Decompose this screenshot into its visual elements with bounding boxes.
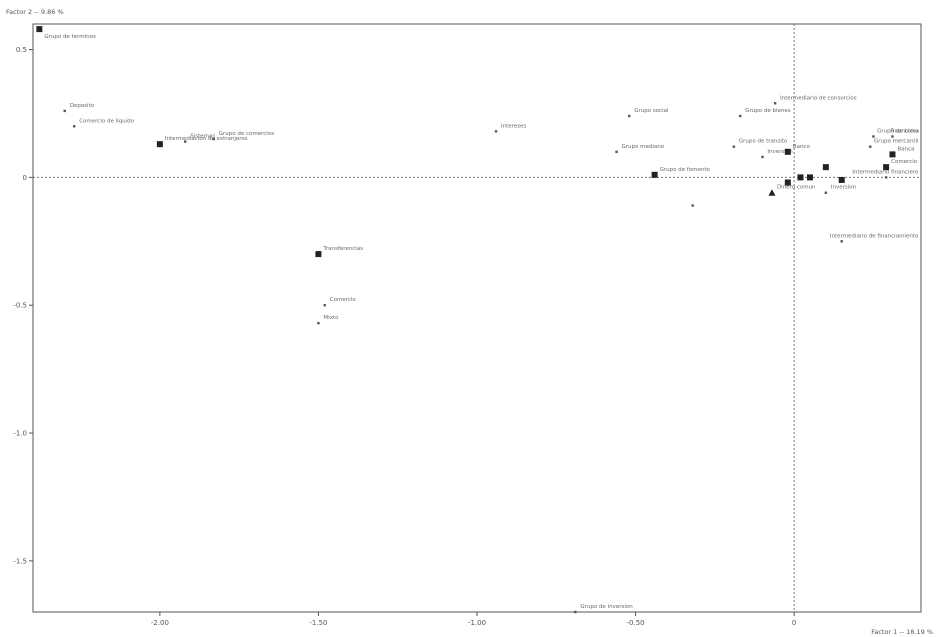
scatter-point	[63, 109, 66, 113]
point-label: Grupo social	[634, 108, 669, 114]
scatter-point	[824, 191, 828, 194]
point-label: Grupo mediano	[622, 144, 665, 150]
point-label: Deposito	[70, 103, 95, 109]
scatter-point	[184, 140, 187, 143]
point-label: Grupo mercantil	[874, 139, 919, 145]
scatter-point	[784, 148, 791, 155]
scatter-point	[883, 164, 890, 171]
scatter-point	[872, 135, 875, 138]
scatter-point	[36, 26, 43, 33]
point-label: Comercio de liquido	[79, 118, 134, 124]
point-label: Grupo de fomento	[660, 167, 711, 173]
point-label: Grupo de inversion	[580, 604, 633, 610]
point-label: Banco	[793, 144, 811, 150]
scatter-point	[889, 151, 896, 158]
y-tick-label: 0	[23, 174, 27, 182]
point-label: Intermediario de financiamiento	[830, 233, 919, 239]
scatter-point	[315, 251, 322, 258]
y-axis-label: Factor 2 -- 9.86 %	[6, 8, 64, 16]
point-label: Dinero comun	[777, 185, 816, 191]
scatter-point	[884, 176, 888, 179]
x-axis-label: Factor 1 -- 18.19 %	[871, 628, 933, 636]
scatter-point	[768, 189, 776, 196]
point-label: Grupo de comercios	[219, 131, 274, 137]
point-label: Comercio	[330, 297, 357, 303]
point-label: Intermediario financiero	[852, 169, 919, 175]
scatter-point	[615, 150, 618, 154]
x-tick-label: -0.50	[627, 619, 645, 627]
scatter-point	[822, 164, 829, 171]
point-label: Grupo de bienes	[745, 108, 791, 114]
scatter-point	[891, 135, 894, 138]
scatter-point	[732, 145, 736, 148]
scatter-point	[797, 174, 804, 181]
scatter-point	[840, 240, 843, 243]
point-label: Grupo de bolsa	[877, 128, 919, 134]
scatter-point	[212, 137, 215, 141]
axis-ticks: -2.00 -1.50 -1.00 -0.50 0 0.5 0 -0.5 -1.0 -1.5	[13, 46, 796, 627]
scatter-point	[869, 145, 872, 148]
y-tick-label: -1.5	[13, 557, 27, 565]
scatter-point	[691, 204, 694, 207]
scatter-point	[651, 171, 658, 178]
point-label: Inversion	[767, 149, 793, 155]
scatter-point	[317, 321, 320, 325]
point-label: Intermediario de consorcios	[780, 95, 857, 101]
scatter-point	[739, 114, 742, 118]
point-label: Intermediacion de extranjeros	[165, 136, 248, 142]
scatter-point	[323, 304, 326, 307]
point-label: Grupo de transito	[739, 139, 788, 145]
point-label: Sistemas	[190, 134, 215, 140]
point-label: Transferencias	[322, 246, 363, 252]
scatter-point	[784, 179, 791, 186]
scatter-point	[156, 141, 163, 148]
scatter-point	[773, 102, 777, 105]
x-tick-label: 0	[792, 619, 796, 627]
scatter-point	[494, 130, 498, 133]
scatter-point	[574, 610, 577, 614]
x-tick-label: -1.50	[309, 619, 327, 627]
x-tick-label: -2.00	[151, 619, 169, 627]
x-tick-label: -1.00	[468, 619, 486, 627]
scatter-point	[807, 174, 813, 181]
point-label: Intereses	[501, 123, 526, 129]
y-tick-label: 0.5	[16, 46, 27, 54]
y-tick-label: -0.5	[13, 302, 27, 310]
point-label: Inversion	[831, 185, 857, 191]
point-label: Mixto	[323, 315, 339, 321]
point-label: Comercio	[891, 159, 918, 165]
scatter-point	[838, 176, 845, 183]
scatter-point	[73, 125, 76, 128]
point-label: Banca	[897, 146, 914, 152]
scatter-point	[628, 114, 631, 118]
data-points: Grupo de terminos Deposito Comercio de liq…	[36, 26, 919, 614]
point-label: Grupo de terminos	[44, 34, 96, 40]
point-label: Financiero	[890, 128, 919, 134]
scatter-point	[761, 155, 764, 159]
y-tick-label: -1.0	[13, 430, 27, 438]
